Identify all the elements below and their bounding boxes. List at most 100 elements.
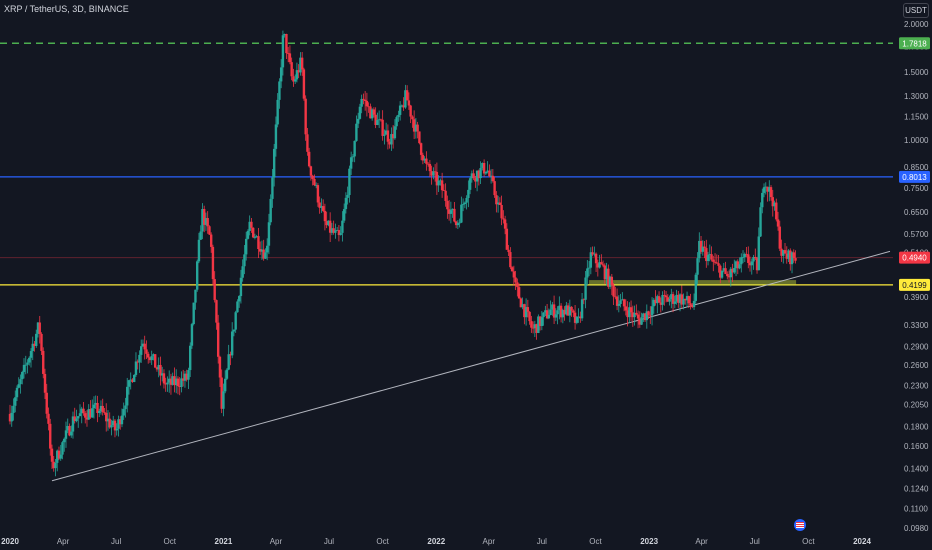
candle-body: [351, 156, 355, 158]
candle-body: [300, 57, 304, 70]
candle-body: [517, 287, 521, 299]
candle-body: [682, 298, 685, 305]
candle-body: [64, 430, 68, 439]
candle-body: [370, 109, 374, 119]
candle-body: [680, 294, 684, 305]
candle-body: [138, 354, 141, 363]
candle-body: [442, 190, 446, 192]
candle-body: [269, 198, 272, 223]
candle-body: [481, 162, 484, 168]
candle-body: [117, 419, 120, 429]
candle-body: [661, 294, 664, 305]
candle-body: [131, 379, 134, 383]
candle-body: [348, 168, 351, 196]
candle-body: [169, 378, 173, 385]
candle-body: [768, 187, 771, 192]
candle-body: [684, 298, 687, 301]
candle-body: [82, 408, 85, 414]
candle-body: [145, 349, 148, 354]
candle-body: [290, 62, 293, 77]
candle-body: [731, 268, 734, 273]
candle-body: [99, 405, 103, 412]
x-tick-label: Oct: [802, 537, 815, 546]
candle-body: [339, 232, 342, 236]
candle-body: [547, 315, 551, 319]
candle-body: [26, 362, 29, 365]
level-tag-yellow-bg: [899, 278, 930, 291]
candle-body: [397, 114, 400, 118]
candle-body: [136, 361, 139, 363]
candle-body: [15, 387, 19, 398]
candle-body: [724, 268, 727, 274]
candle-body: [341, 220, 344, 233]
candle-body: [673, 301, 677, 304]
us-flag-icon[interactable]: [794, 519, 806, 531]
candle-body: [181, 378, 185, 381]
candle-body: [148, 357, 152, 361]
support-zone: [589, 280, 797, 286]
candle-body: [147, 353, 150, 358]
x-tick-label: Jul: [537, 537, 547, 546]
candle-body: [302, 69, 306, 99]
candle-body: [762, 187, 766, 193]
candle-body: [428, 163, 432, 172]
candle-body: [337, 230, 341, 236]
x-tick-label: 2023: [640, 537, 658, 546]
candle-body: [386, 130, 390, 142]
candle-body: [486, 170, 489, 172]
candle-body: [267, 222, 271, 246]
candle-body: [295, 70, 299, 80]
candle-body: [276, 99, 279, 125]
candle-body: [173, 376, 176, 386]
candle-body: [458, 222, 461, 224]
candle-body: [70, 431, 73, 436]
candle-body: [358, 106, 362, 119]
candle-body: [52, 461, 55, 469]
candle-body: [701, 246, 704, 252]
candle-body: [211, 246, 215, 280]
candle-body: [629, 307, 633, 313]
candle-body: [342, 209, 346, 221]
candle-body: [558, 305, 561, 311]
candle-body: [785, 253, 788, 259]
candle-body: [526, 307, 530, 312]
currency-unit-button[interactable]: USDT: [903, 3, 929, 18]
candle-body: [106, 418, 110, 422]
x-tick-label: Jul: [324, 537, 334, 546]
candle-body: [645, 311, 649, 321]
candle-body: [710, 254, 713, 260]
candle-body: [598, 262, 601, 268]
candle-body: [433, 171, 437, 173]
candle-body: [538, 316, 542, 326]
candle-body: [31, 343, 34, 352]
candle-body: [773, 202, 776, 207]
candle-body: [367, 106, 370, 108]
candle-body: [36, 322, 40, 334]
candle-body: [472, 173, 475, 179]
candle-body: [272, 148, 276, 178]
candle-body: [405, 90, 409, 101]
candle-body: [439, 180, 442, 182]
candle-body: [605, 268, 608, 280]
candle-body: [495, 195, 498, 205]
candle-body: [84, 413, 87, 418]
candle-body: [607, 268, 610, 287]
candle-body: [314, 185, 318, 186]
candle-body: [195, 261, 199, 290]
candle-body: [722, 268, 725, 271]
candle-body: [586, 268, 589, 278]
candle-body: [600, 262, 603, 265]
candle-body: [187, 370, 190, 380]
candle-body: [717, 263, 720, 266]
candle-body: [477, 170, 481, 179]
x-tick-label: Oct: [589, 537, 602, 546]
candle-body: [311, 175, 314, 179]
candle-body: [108, 418, 111, 428]
candle-body: [283, 34, 286, 36]
candle-body: [412, 119, 416, 132]
candle-body: [49, 423, 52, 449]
candle-body: [755, 258, 759, 271]
candle-body: [113, 420, 117, 431]
candle-body: [232, 329, 236, 332]
